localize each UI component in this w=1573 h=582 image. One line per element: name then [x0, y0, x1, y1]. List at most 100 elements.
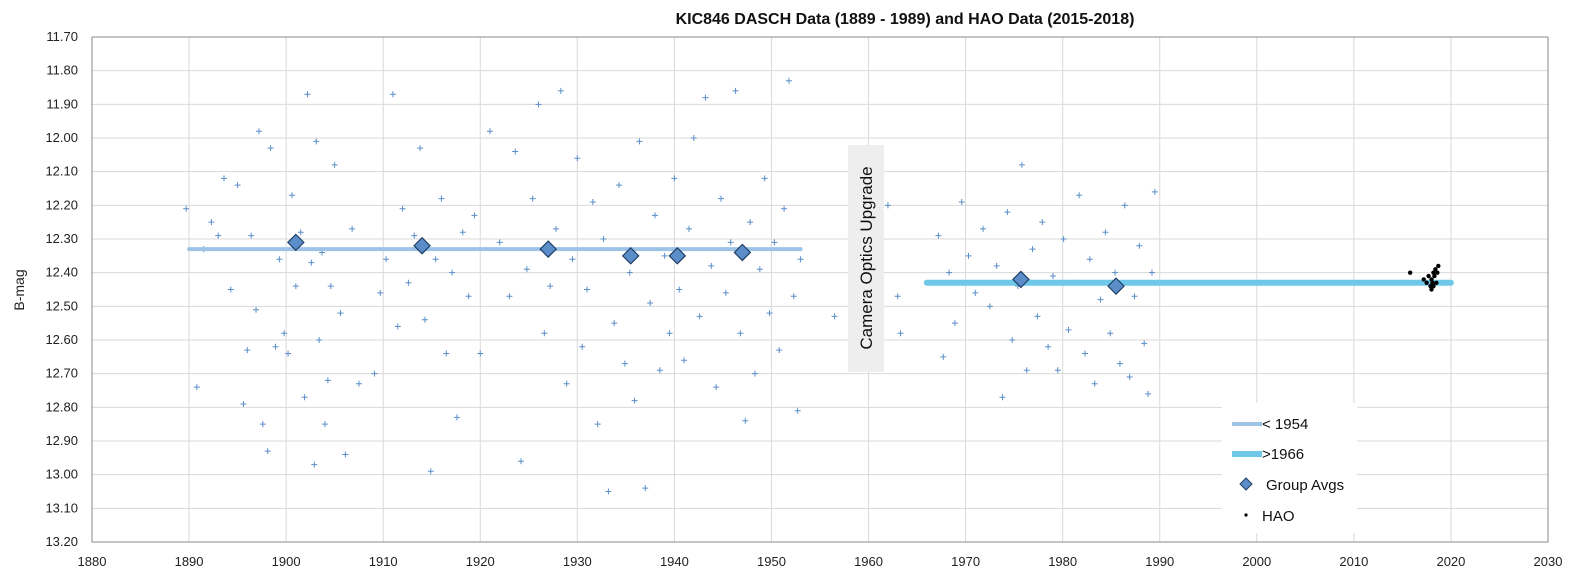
dasch-data-point [972, 289, 979, 296]
dasch-data-point [267, 145, 274, 152]
y-tick-label: 12.30 [45, 231, 78, 246]
hao-data-point [1426, 273, 1431, 279]
group-avg-marker [733, 243, 752, 262]
dasch-data-point [399, 205, 406, 212]
dasch-data-point [696, 313, 703, 320]
grid [91, 36, 1549, 543]
dasch-data-point [616, 182, 623, 189]
camera-optics-upgrade-annotation: Camera Optics Upgrade [848, 145, 884, 372]
dasch-data-point [438, 195, 445, 202]
annotation-box [848, 145, 884, 372]
hao-data-point [1432, 273, 1437, 279]
dasch-data-point [471, 212, 478, 219]
dasch-data-point [208, 219, 215, 226]
y-tick-label: 12.50 [45, 298, 78, 313]
dasch-data-point [342, 451, 349, 458]
dasch-data-point [671, 175, 678, 182]
dasch-data-point [702, 94, 709, 101]
hao-data-point [1407, 270, 1413, 275]
dasch-data-point [626, 269, 633, 276]
series-layer [183, 77, 1454, 495]
hao-data-point [1431, 283, 1436, 289]
dasch-data-point [221, 175, 228, 182]
dasch-data-point [708, 262, 715, 269]
dasch-data-point [642, 485, 649, 492]
dasch-data-point [405, 279, 412, 286]
dasch-data-point [831, 313, 838, 320]
x-axis-ticks: 1880 1890 1900 1910 1920 1930 1940 1950 1960 1970… [78, 554, 1563, 569]
dasch-data-point [255, 128, 262, 135]
dasch-data-point [1004, 209, 1011, 216]
dasch-data-point [417, 145, 424, 152]
group-avg-marker [413, 236, 431, 255]
dasch-data-point [1049, 273, 1056, 280]
x-tick-label: 1890 [175, 554, 204, 569]
dasch-data-point [676, 286, 683, 293]
x-tick-label: 1910 [369, 554, 398, 569]
dasch-data-point [421, 316, 428, 323]
dasch-data-point [541, 330, 548, 337]
dasch-data-point [647, 299, 654, 306]
hao-data-point [1430, 280, 1435, 285]
y-tick-label: 12.10 [45, 164, 78, 179]
dasch-data-point [557, 87, 564, 94]
group-avg-marker [1107, 277, 1125, 295]
dasch-data-point [547, 283, 554, 290]
dasch-data-point [946, 269, 953, 276]
dasch-data-point [1086, 256, 1093, 263]
y-tick-label: 12.00 [45, 130, 78, 145]
dasch-data-point [1151, 188, 1158, 195]
dasch-data-point [383, 256, 390, 263]
y-tick-label: 12.80 [45, 399, 78, 414]
dasch-data-point [259, 421, 266, 428]
annotation-label: Camera Optics Upgrade [857, 166, 876, 349]
dasch-data-point [321, 421, 328, 428]
dasch-data-point [1065, 326, 1072, 333]
dasch-data-point [1097, 296, 1104, 303]
dasch-data-point [1126, 374, 1133, 381]
group-avg-marker [621, 246, 640, 265]
dasch-data-point [884, 202, 891, 209]
dasch-data-point [1034, 313, 1041, 320]
dasch-data-point [227, 286, 234, 293]
dasch-data-point [394, 323, 401, 330]
dasch-data-point [244, 347, 251, 354]
dasch-data-point [459, 229, 466, 236]
dasch-data-point [1091, 380, 1098, 387]
dasch-data-point [523, 266, 530, 273]
dasch-data-point [666, 330, 673, 337]
y-axis-ticks: 11.70 11.80 11.90 12.00 12.10 12.20 12.30 12.40… [45, 29, 78, 549]
dasch-data-point [722, 289, 729, 296]
hao-data-point [1436, 263, 1441, 269]
dasch-data-point [371, 370, 378, 377]
x-tick-label: 1900 [272, 554, 301, 569]
dasch-data-point [512, 148, 519, 155]
dasch-data-point [453, 414, 460, 421]
dasch-data-point [1141, 340, 1148, 347]
dasch-data-point [993, 262, 1000, 269]
dasch-data-point [681, 357, 688, 364]
dasch-data-point [747, 219, 754, 226]
legend-label-post-1966: >1966 [1262, 446, 1304, 463]
legend-label-group-avgs: Group Avgs [1266, 477, 1344, 494]
dasch-data-point [940, 353, 947, 360]
dasch-data-point [288, 192, 295, 199]
dasch-data-point [589, 198, 596, 205]
dasch-data-point [1131, 293, 1138, 300]
dasch-data-point [324, 377, 331, 384]
x-tick-label: 1990 [1145, 554, 1174, 569]
hao-data-point [1431, 270, 1436, 275]
dasch-data-point [313, 138, 320, 145]
x-tick-label: 1950 [757, 554, 786, 569]
dasch-data-point [781, 205, 788, 212]
dasch-data-point [569, 256, 576, 263]
y-tick-label: 11.80 [46, 63, 78, 78]
x-tick-label: 1880 [78, 554, 107, 569]
dasch-data-point [651, 212, 658, 219]
dasch-data-point [276, 256, 283, 263]
chart-title: KIC846 DASCH Data (1889 - 1989) and HAO … [676, 11, 1135, 28]
dasch-data-point [1116, 360, 1123, 367]
dasch-data-point [690, 135, 697, 141]
dasch-data-point [737, 330, 744, 337]
